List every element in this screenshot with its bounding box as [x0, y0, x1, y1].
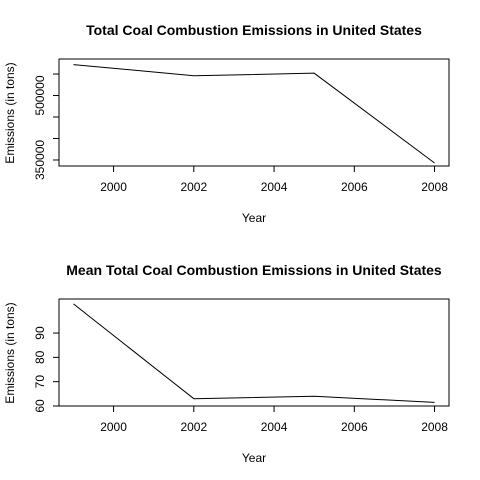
x-axis: 2000 2002 2004 2006 2008 [100, 166, 448, 194]
x-axis: 2000 2002 2004 2006 2008 [100, 406, 448, 434]
y-tick-label: 80 [33, 350, 47, 364]
series-line-group [73, 64, 435, 164]
series-line [73, 303, 435, 403]
x-tick-label: 2008 [421, 420, 448, 434]
x-tick-label: 2008 [421, 180, 448, 194]
y-axis-label: Emissions (in tons) [3, 62, 17, 163]
x-tick-label: 2002 [180, 420, 207, 434]
y-axis: 350000 500000 [33, 73, 59, 180]
y-tick-label: 70 [33, 375, 47, 389]
series-line [73, 64, 435, 164]
chart-title: Total Coal Combustion Emissions in Unite… [86, 22, 422, 38]
y-axis: 60 70 80 90 [33, 326, 59, 413]
y-tick-label: 90 [33, 326, 47, 340]
x-tick-label: 2006 [341, 180, 368, 194]
series-line-group [73, 303, 435, 403]
x-tick-label: 2004 [261, 180, 288, 194]
plot-frame [58, 58, 450, 167]
y-tick-label: 60 [33, 399, 47, 413]
y-tick-label: 350000 [33, 140, 47, 180]
mean-emissions-chart: Mean Total Coal Combustion Emissions in … [3, 262, 450, 465]
plot-frame [58, 298, 450, 407]
x-tick-label: 2002 [180, 180, 207, 194]
total-emissions-chart: Total Coal Combustion Emissions in Unite… [3, 22, 450, 225]
x-tick-label: 2006 [341, 420, 368, 434]
x-tick-label: 2000 [100, 180, 127, 194]
x-tick-label: 2004 [261, 420, 288, 434]
x-tick-label: 2000 [100, 420, 127, 434]
y-axis-label: Emissions (in tons) [3, 302, 17, 403]
x-axis-label: Year [242, 211, 266, 225]
y-tick-label: 500000 [33, 75, 47, 115]
chart-title: Mean Total Coal Combustion Emissions in … [66, 262, 442, 278]
x-axis-label: Year [242, 451, 266, 465]
